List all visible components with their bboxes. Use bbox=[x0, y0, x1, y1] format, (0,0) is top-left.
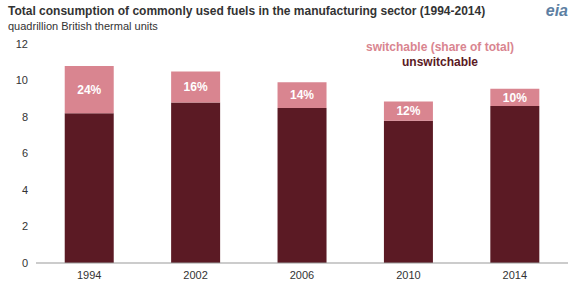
html-text:Total consumption of commonly: Total consumption of commonly used fuels… bbox=[8, 4, 486, 18]
svg-text:1994: 1994 bbox=[77, 269, 101, 281]
svg-text:14%: 14% bbox=[290, 88, 314, 102]
html-text:unswitchable: unswitchable bbox=[402, 55, 478, 69]
svg-text:16%: 16% bbox=[184, 80, 208, 94]
html-text:switchable (share of total): switchable (share of total) bbox=[366, 40, 514, 54]
svg-text:12%: 12% bbox=[396, 104, 420, 118]
svg-text:6: 6 bbox=[22, 147, 28, 159]
svg-text:12: 12 bbox=[16, 38, 28, 50]
svg-text:2010: 2010 bbox=[396, 269, 420, 281]
html-text:eia: eia bbox=[545, 2, 568, 19]
svg-text:2: 2 bbox=[22, 220, 28, 232]
svg-text:10: 10 bbox=[16, 74, 28, 86]
svg-text:0: 0 bbox=[22, 257, 28, 269]
svg-text:2014: 2014 bbox=[503, 269, 527, 281]
svg-text:10%: 10% bbox=[503, 91, 527, 105]
svg-text:4: 4 bbox=[22, 184, 28, 196]
svg-text:2002: 2002 bbox=[183, 269, 207, 281]
html-text:quadrillion British thermal un: quadrillion British thermal units bbox=[8, 20, 158, 32]
svg-text:2006: 2006 bbox=[290, 269, 314, 281]
svg-text:8: 8 bbox=[22, 111, 28, 123]
svg-text:24%: 24% bbox=[77, 83, 101, 97]
